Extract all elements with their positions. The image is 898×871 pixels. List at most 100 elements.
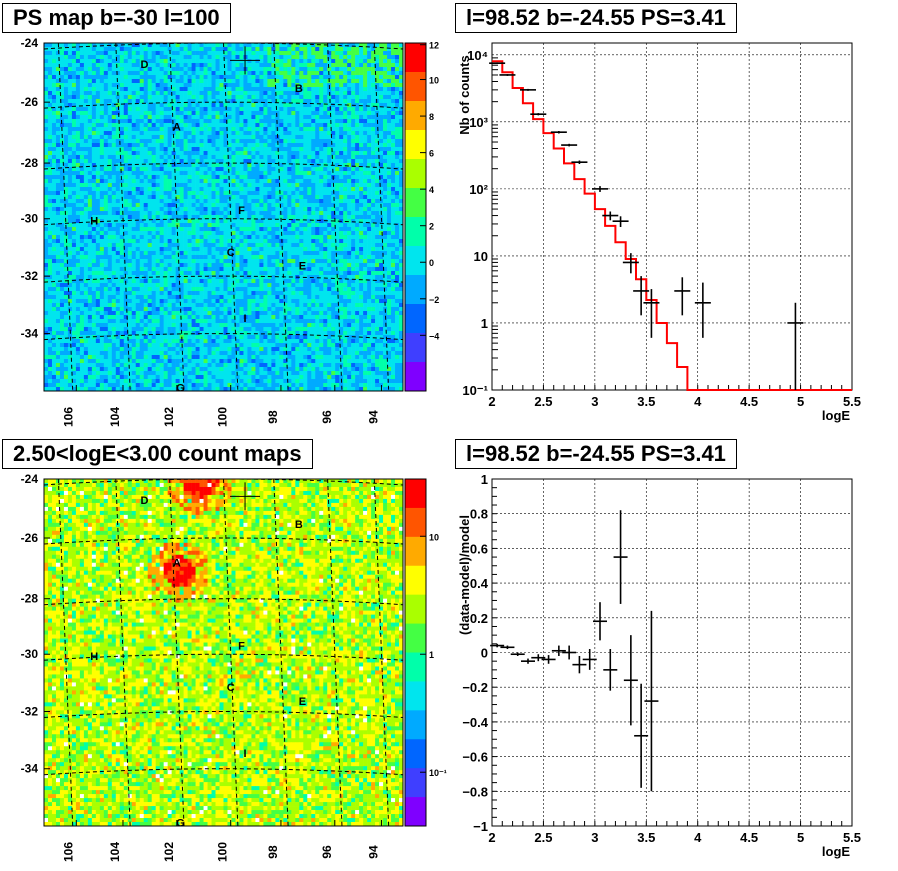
y-tick-label: -30 — [21, 647, 39, 661]
source-label: E — [299, 261, 306, 273]
x-tick-label: 96 — [320, 410, 334, 424]
colorbar-tick-label: 10 — [429, 532, 439, 542]
graticule-parallel — [43, 101, 404, 109]
graticule-meridian — [169, 42, 185, 392]
colorbar-tick-label: 4 — [429, 185, 434, 195]
source-label: I — [244, 313, 247, 325]
count-map-colorbar: 10 1 10⁻¹ — [404, 478, 447, 827]
graticule-meridian — [327, 42, 343, 392]
colorbar-tick-label: 0 — [429, 258, 434, 268]
y-tick-label: 10 — [474, 249, 488, 264]
colorbar-tick-label: 6 — [429, 149, 434, 159]
x-tick-label: 106 — [61, 407, 75, 427]
y-tick-label: -24 — [21, 472, 39, 486]
map-frame — [43, 42, 404, 392]
colorbar-bin — [405, 304, 426, 334]
x-tick-label: 106 — [61, 842, 75, 862]
graticule-meridian — [273, 478, 289, 827]
graticule-meridian — [223, 42, 239, 392]
graticule-parallel — [43, 768, 404, 776]
colorbar-frame — [404, 478, 427, 827]
colorbar-bin — [405, 333, 426, 363]
x-tick-label: 96 — [320, 845, 334, 859]
x-tick-label: 2 — [488, 830, 495, 845]
colorbar-tick-label: −2 — [429, 295, 439, 305]
source-label: B — [295, 519, 303, 531]
source-label: B — [295, 83, 303, 95]
colorbar-bin — [405, 739, 426, 769]
colorbar-tick-label: 8 — [429, 112, 434, 122]
map-graticule — [43, 478, 404, 827]
y-tick-label: 10³ — [469, 115, 488, 130]
graticule-parallel — [43, 711, 404, 718]
colorbar-bin — [405, 101, 426, 131]
y-axis-label: Nb of counts — [457, 55, 472, 134]
x-axis-label: logE — [822, 408, 850, 423]
colorbar-tick-label: 10⁻¹ — [429, 768, 447, 778]
y-tick-label: -26 — [21, 95, 39, 109]
y-tick-label: -32 — [21, 704, 39, 718]
source-label: H — [90, 651, 98, 663]
graticule-meridian — [169, 478, 185, 827]
x-tick-label: 5.5 — [843, 394, 861, 409]
colorbar-bin — [405, 362, 426, 392]
colorbar-bin — [405, 797, 426, 827]
colorbar-tick-label: 10 — [429, 76, 439, 86]
y-tick-label: −1 — [473, 819, 488, 834]
y-tick-label: -30 — [21, 212, 39, 226]
colorbar-bin — [405, 246, 426, 276]
map-frame — [43, 478, 404, 827]
y-tick-label: -28 — [21, 592, 39, 606]
source-label: E — [299, 696, 306, 708]
source-label: G — [176, 818, 185, 830]
source-label: D — [141, 495, 149, 507]
graticule-parallel — [43, 162, 404, 170]
x-tick-label: 98 — [266, 845, 280, 859]
source-label: A — [173, 557, 181, 569]
x-tick-label: 94 — [366, 845, 380, 859]
x-tick-label: 94 — [366, 410, 380, 424]
x-tick-label: 2.5 — [534, 830, 552, 845]
graticule-parallel — [43, 598, 404, 606]
graticule-parallel — [43, 478, 404, 486]
x-tick-label: 102 — [162, 842, 176, 862]
source-label: G — [176, 383, 185, 395]
colorbar-bin — [405, 565, 426, 596]
x-tick-label: 2.5 — [534, 394, 552, 409]
residual-panel: 2 2.5 3 3.5 4 4.5 5 5.5 1 0.8 0.6 0.4 0.2 0 −0.2 −0.4 −0… — [457, 472, 861, 859]
source-label: F — [238, 641, 245, 653]
colorbar-frame — [404, 42, 427, 392]
x-tick-label: 4 — [694, 394, 702, 409]
x-tick-label: 104 — [108, 407, 122, 427]
colorbar-bin — [405, 188, 426, 218]
y-tick-label: 10² — [469, 182, 488, 197]
y-tick-label: 0 — [481, 646, 488, 661]
count-map-panel: D B A F H C E I G -24 -26 -28 -30 -32 -34 106 104 102 100 9… — [21, 472, 404, 862]
y-tick-label: -32 — [21, 269, 39, 283]
colorbar-bin — [405, 768, 426, 798]
x-tick-label: 3 — [591, 394, 598, 409]
x-tick-label: 100 — [216, 842, 230, 862]
x-tick-label: 5.5 — [843, 830, 861, 845]
plot-frame — [491, 42, 853, 391]
graticule-parallel — [43, 275, 404, 283]
x-tick-label: 100 — [216, 407, 230, 427]
colorbar-bin — [405, 681, 426, 711]
graticule-meridian — [373, 42, 390, 392]
source-label: A — [173, 122, 181, 134]
y-tick-label: −0.8 — [462, 784, 488, 799]
x-tick-label: 4.5 — [740, 394, 758, 409]
x-tick-label: 5 — [797, 830, 804, 845]
y-tick-label: -34 — [21, 327, 39, 341]
colorbar-bin — [405, 507, 426, 538]
y-tick-label: -24 — [21, 36, 39, 50]
y-tick-label: −0.6 — [462, 750, 488, 765]
graticule-meridian — [57, 478, 74, 827]
colorbar-tick-label: 12 — [429, 41, 439, 51]
y-tick-label: -28 — [21, 156, 39, 170]
y-tick-label: 1 — [481, 316, 488, 331]
colorbar-bin — [405, 710, 426, 740]
count-map-title: 2.50<logE<3.00 count maps — [2, 439, 313, 469]
source-label: C — [227, 682, 235, 694]
